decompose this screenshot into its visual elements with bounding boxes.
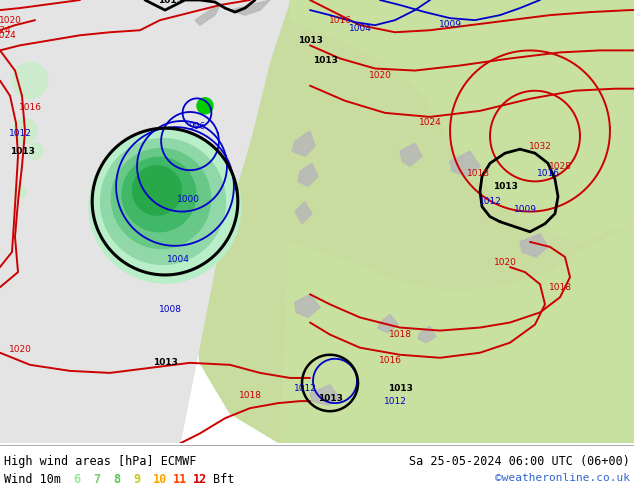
Polygon shape: [450, 151, 480, 176]
Text: 996: 996: [188, 122, 205, 131]
Polygon shape: [520, 234, 548, 257]
Polygon shape: [89, 130, 241, 283]
Text: 1013: 1013: [318, 393, 342, 403]
Text: 8: 8: [113, 473, 120, 486]
Text: 1012: 1012: [294, 384, 316, 392]
Text: 1028: 1028: [548, 162, 571, 171]
Text: 1009: 1009: [514, 205, 536, 214]
Polygon shape: [295, 294, 320, 318]
Text: 1012: 1012: [479, 197, 501, 206]
Circle shape: [13, 119, 37, 143]
Polygon shape: [280, 222, 634, 443]
Text: ©weatheronline.co.uk: ©weatheronline.co.uk: [495, 473, 630, 483]
Text: 1012: 1012: [384, 396, 406, 406]
Polygon shape: [101, 139, 226, 265]
Text: 1008: 1008: [158, 305, 181, 314]
Polygon shape: [230, 0, 270, 15]
Text: 1020: 1020: [0, 16, 22, 24]
Text: 1024: 1024: [0, 26, 11, 35]
Text: High wind areas [hPa] ECMWF: High wind areas [hPa] ECMWF: [4, 455, 197, 467]
Text: 7: 7: [93, 473, 100, 486]
Text: 1004: 1004: [349, 24, 372, 33]
Text: 1009: 1009: [439, 20, 462, 29]
Text: 1020: 1020: [9, 345, 32, 354]
Text: 1024: 1024: [0, 31, 16, 40]
Text: 9: 9: [133, 473, 140, 486]
Text: 1013: 1013: [493, 182, 517, 191]
Text: 1020: 1020: [493, 258, 517, 267]
Polygon shape: [400, 143, 422, 166]
Text: 1016: 1016: [536, 169, 559, 178]
Text: 1013: 1013: [387, 384, 413, 392]
Text: 1004: 1004: [167, 254, 190, 264]
Text: 1016: 1016: [328, 16, 351, 24]
Polygon shape: [122, 157, 196, 232]
Polygon shape: [295, 201, 312, 224]
Polygon shape: [133, 166, 181, 215]
Polygon shape: [470, 0, 634, 141]
Text: 1018: 1018: [238, 391, 261, 399]
Text: 1018: 1018: [467, 169, 489, 178]
Polygon shape: [310, 385, 340, 405]
Text: 1000: 1000: [176, 195, 200, 204]
Text: 1013: 1013: [158, 0, 183, 4]
Polygon shape: [0, 0, 290, 443]
Text: 1013: 1013: [313, 56, 337, 65]
Text: 1032: 1032: [529, 142, 552, 150]
Circle shape: [14, 185, 26, 197]
Text: 6: 6: [73, 473, 80, 486]
Text: 1020: 1020: [368, 71, 391, 80]
Text: Sa 25-05-2024 06:00 UTC (06+00): Sa 25-05-2024 06:00 UTC (06+00): [409, 455, 630, 467]
Polygon shape: [195, 5, 220, 25]
Circle shape: [27, 143, 43, 159]
Text: 1012: 1012: [9, 128, 32, 138]
Polygon shape: [190, 0, 634, 443]
Circle shape: [12, 63, 48, 99]
Text: 1018: 1018: [389, 330, 411, 339]
Polygon shape: [112, 148, 210, 248]
Text: 1016: 1016: [18, 103, 41, 112]
Polygon shape: [298, 163, 318, 187]
Text: 11: 11: [173, 473, 187, 486]
Text: 1016: 1016: [378, 356, 401, 366]
Polygon shape: [292, 131, 315, 156]
Text: 1013: 1013: [297, 36, 323, 45]
Text: Wind 10m: Wind 10m: [4, 473, 61, 486]
Polygon shape: [378, 315, 398, 333]
Circle shape: [197, 98, 213, 114]
Text: 10: 10: [153, 473, 167, 486]
Text: 12: 12: [193, 473, 207, 486]
Text: 1018: 1018: [548, 283, 571, 292]
Text: 1013: 1013: [153, 358, 178, 368]
Text: 1013: 1013: [10, 147, 34, 156]
Text: Bft: Bft: [213, 473, 235, 486]
Text: 1024: 1024: [418, 119, 441, 127]
Polygon shape: [290, 0, 634, 242]
Polygon shape: [418, 326, 436, 343]
